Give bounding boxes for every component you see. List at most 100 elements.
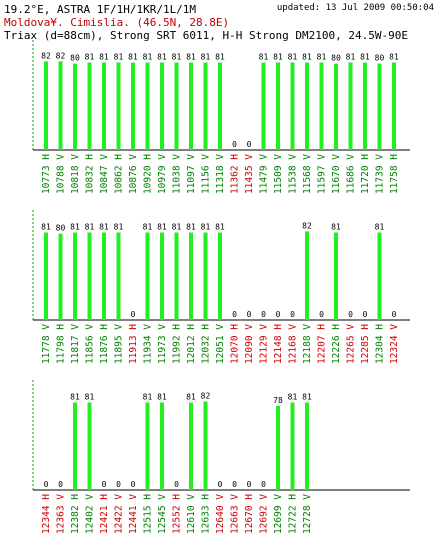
bar-value-label: 82 bbox=[201, 391, 211, 400]
frequency-tick-label: 11568 V bbox=[302, 154, 313, 194]
bar-value-label: 0 bbox=[290, 310, 295, 319]
frequency-tick-label: 11758 H bbox=[389, 154, 400, 194]
signal-bar bbox=[363, 62, 367, 150]
bar-value-label: 0 bbox=[232, 310, 237, 319]
frequency-tick-label: 12344 H bbox=[41, 494, 52, 534]
signal-bar bbox=[131, 62, 135, 150]
bar-value-label: 0 bbox=[247, 310, 252, 319]
bar-value-label: 81 bbox=[201, 223, 211, 232]
bar-value-label: 81 bbox=[317, 53, 327, 62]
frequency-tick-label: 11856 V bbox=[85, 324, 96, 364]
bar-value-label: 81 bbox=[157, 393, 167, 402]
frequency-tick-label: 10847 V bbox=[99, 154, 110, 194]
frequency-tick-label: 12421 H bbox=[99, 494, 110, 534]
frequency-tick-label: 12168 V bbox=[288, 324, 299, 364]
bar-value-label: 81 bbox=[114, 223, 124, 232]
signal-bar bbox=[73, 63, 77, 150]
frequency-tick-label: 12226 H bbox=[331, 324, 342, 364]
frequency-tick-label: 12382 H bbox=[70, 494, 81, 534]
bar-value-label: 81 bbox=[41, 223, 51, 232]
bar-value-label: 81 bbox=[85, 53, 95, 62]
signal-bar bbox=[392, 62, 396, 150]
frequency-tick-label: 12699 V bbox=[273, 494, 284, 534]
frequency-tick-label: 12051 V bbox=[215, 324, 226, 364]
bar-value-label: 81 bbox=[302, 53, 312, 62]
signal-bar bbox=[102, 232, 106, 320]
bar-value-label: 81 bbox=[215, 223, 225, 232]
bar-value-label: 81 bbox=[70, 223, 80, 232]
frequency-tick-label: 12070 H bbox=[230, 324, 241, 364]
bar-value-label: 80 bbox=[331, 54, 341, 63]
frequency-tick-label: 12552 H bbox=[172, 494, 183, 534]
location-line: Moldova¥. Cimislia. (46.5N, 28.8E) bbox=[4, 16, 230, 29]
bar-value-label: 81 bbox=[85, 393, 95, 402]
frequency-tick-label: 12441 V bbox=[128, 494, 139, 534]
signal-bar bbox=[73, 402, 77, 490]
bar-value-label: 0 bbox=[116, 480, 121, 489]
bar-value-label: 0 bbox=[131, 310, 136, 319]
frequency-tick-label: 12722 H bbox=[288, 494, 299, 534]
frequency-tick-label: 11817 V bbox=[70, 324, 81, 364]
bar-value-label: 0 bbox=[218, 480, 223, 489]
frequency-tick-label: 11156 V bbox=[201, 154, 212, 194]
bar-value-label: 81 bbox=[288, 393, 298, 402]
equipment-setup-line: Triax (d=88cm), Strong SRT 6011, H-H Str… bbox=[4, 29, 408, 42]
signal-bar bbox=[189, 62, 193, 150]
bar-value-label: 0 bbox=[261, 310, 266, 319]
signal-bar bbox=[160, 232, 164, 320]
bar-value-label: 81 bbox=[85, 223, 95, 232]
frequency-tick-label: 12148 H bbox=[273, 324, 284, 364]
bar-value-label: 80 bbox=[70, 54, 80, 63]
bar-value-label: 80 bbox=[56, 224, 66, 233]
signal-bar bbox=[145, 62, 150, 150]
bar-value-label: 81 bbox=[128, 53, 138, 62]
bar-value-label: 81 bbox=[215, 53, 225, 62]
signal-bar bbox=[319, 62, 324, 150]
frequency-tick-label: 12285 H bbox=[360, 324, 371, 364]
bar-value-label: 0 bbox=[261, 480, 266, 489]
signal-bar bbox=[218, 62, 222, 150]
frequency-tick-label: 11913 H bbox=[128, 324, 139, 364]
frequency-tick-label: 12610 V bbox=[186, 494, 197, 534]
frequency-tick-label: 11778 V bbox=[41, 324, 52, 364]
frequency-tick-label: 11538 V bbox=[288, 154, 299, 194]
frequency-tick-label: 11992 H bbox=[172, 324, 183, 364]
signal-bar bbox=[261, 62, 266, 150]
bar-value-label: 81 bbox=[143, 223, 153, 232]
frequency-tick-label: 11038 V bbox=[172, 154, 183, 194]
frequency-tick-label: 12090 V bbox=[244, 324, 255, 364]
signal-bar bbox=[290, 62, 295, 150]
frequency-tick-label: 12265 V bbox=[346, 324, 357, 364]
bar-value-label: 81 bbox=[143, 53, 153, 62]
frequency-tick-label: 12032 H bbox=[201, 324, 212, 364]
bar-value-label: 0 bbox=[44, 480, 49, 489]
frequency-tick-label: 12188 V bbox=[302, 324, 313, 364]
frequency-tick-label: 12692 V bbox=[259, 494, 270, 534]
frequency-tick-label: 12545 V bbox=[157, 494, 168, 534]
signal-bar bbox=[189, 402, 193, 490]
bar-value-label: 0 bbox=[247, 140, 252, 149]
signal-bar bbox=[305, 231, 309, 320]
signal-bar bbox=[276, 62, 280, 150]
bar-value-label: 81 bbox=[99, 53, 109, 62]
signal-bar bbox=[203, 232, 208, 320]
bar-value-label: 0 bbox=[58, 480, 63, 489]
signal-bar bbox=[160, 402, 164, 490]
bar-value-label: 81 bbox=[186, 53, 196, 62]
bar-value-label: 82 bbox=[302, 221, 312, 230]
signal-bar bbox=[87, 402, 92, 490]
bar-value-label: 81 bbox=[157, 53, 167, 62]
bar-value-label: 81 bbox=[157, 223, 167, 232]
satellite-title: 19.2°E, ASTRA 1F/1H/1KR/1L/1M bbox=[4, 3, 197, 16]
frequency-tick-label: 10788 V bbox=[56, 154, 67, 194]
bar-value-label: 0 bbox=[348, 310, 353, 319]
frequency-tick-label: 12422 V bbox=[114, 494, 125, 534]
frequency-tick-label: 12363 V bbox=[56, 494, 67, 534]
frequency-tick-label: 11670 V bbox=[331, 154, 342, 194]
bar-value-label: 0 bbox=[102, 480, 107, 489]
signal-bar bbox=[290, 402, 295, 490]
signal-bar bbox=[174, 62, 179, 150]
bar-value-label: 0 bbox=[232, 140, 237, 149]
bar-value-label: 81 bbox=[114, 53, 124, 62]
signal-bar bbox=[377, 232, 382, 320]
